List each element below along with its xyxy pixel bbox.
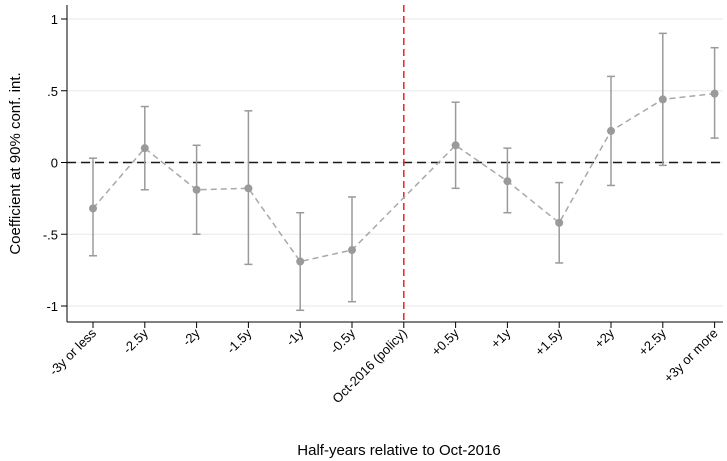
data-point [348,246,356,255]
data-point [296,257,305,266]
x-tick-label: +1y [488,325,514,351]
data-point [555,218,564,227]
data-point [451,141,460,150]
x-tick-label: -1y [283,325,307,349]
data-point [192,185,201,194]
x-tick-label: -2y [179,325,203,349]
point-markers [89,89,719,266]
data-point [140,144,149,153]
data-point [244,184,253,193]
axes [61,5,723,328]
data-point [710,89,719,98]
y-tick-label: .5 [47,84,58,99]
x-tick-label: +2y [591,325,617,351]
x-tick-label: +1.5y [532,325,566,359]
reference-lines [67,5,723,322]
x-tick-label: -1.5y [223,325,254,356]
series-connector-line [92,92,715,263]
y-tick-label: 0 [51,156,58,171]
data-point [658,95,667,104]
y-tick-labels: 1 .5 0 -.5 -1 [43,12,58,314]
data-point [503,177,512,186]
x-tick-label: -3y or less [46,325,99,378]
x-tick-label: -0.5y [327,325,358,356]
x-tick-label: +0.5y [428,325,462,359]
x-axis-title: Half-years relative to Oct-2016 [297,442,500,459]
y-tick-label: 1 [51,12,58,27]
x-tick-label: +2.5y [636,325,670,359]
x-tick-label: +3y or more [661,326,721,386]
data-point [89,204,97,213]
data-point [607,126,615,135]
y-axis-title: Coefficient at 90% conf. int. [7,72,24,254]
y-tick-label: -.5 [43,227,58,242]
y-tick-label: -1 [46,299,58,314]
connector-line [92,92,715,263]
x-tick-label: -2.5y [120,325,151,356]
x-tick-labels: -3y or less -2.5y -2y -1.5y -1y -0.5yOct-2016… [46,325,721,406]
